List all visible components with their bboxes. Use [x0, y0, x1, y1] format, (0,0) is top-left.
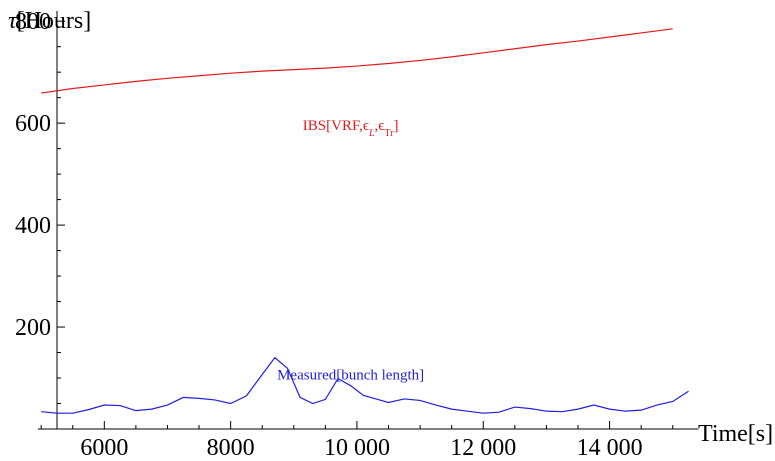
measured-series-label: Measured[bunch length] [277, 368, 424, 384]
x-tick-label: 8000 [207, 435, 255, 461]
y-axis-unit: [Hours] [17, 8, 92, 34]
ibs-series-label: IBS[VRF,ϵL,ϵTr] [303, 118, 399, 139]
y-axis-symbol: τ [8, 8, 18, 34]
x-axis-title: Time[s] [698, 421, 773, 447]
y-axis-title: τ[Hours] [8, 8, 91, 34]
series-labels: IBS[VRF,ϵL,ϵTr] Measured[bunch length] [277, 118, 424, 384]
x-ticks: 6000 8000 10 000 12 000 14 000 [40, 421, 674, 461]
y-tick-label: 800 [15, 9, 51, 35]
y-ticks: 200 400 600 800 [15, 9, 65, 405]
axes: 6000 8000 10 000 12 000 14 000 200 400 600 800 [15, 9, 698, 461]
y-tick-label: 400 [15, 213, 51, 239]
x-tick-label: 6000 [80, 435, 128, 461]
x-tick-label: 10 000 [324, 435, 390, 461]
x-tick-label: 14 000 [577, 435, 643, 461]
ibs-series-line [41, 28, 673, 94]
x-tick-label: 12 000 [450, 435, 516, 461]
y-tick-label: 600 [15, 111, 51, 137]
series-group [41, 28, 689, 414]
y-tick-label: 200 [15, 315, 51, 341]
measured-series-line [41, 356, 689, 414]
